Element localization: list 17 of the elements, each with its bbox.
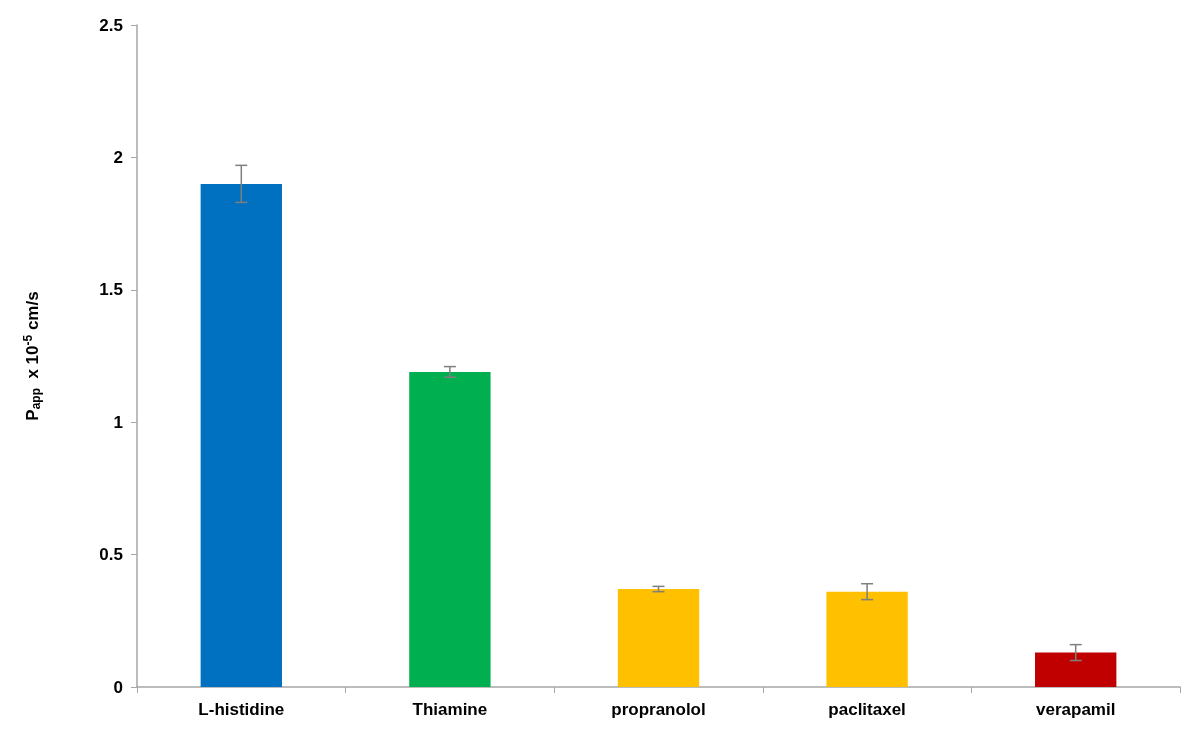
y-tick-label: 0 [113, 677, 123, 697]
bar [617, 589, 700, 687]
y-tick-label: 2 [113, 147, 123, 167]
y-tick-label: 0.5 [99, 545, 123, 565]
x-tick-label: Thiamine [412, 700, 488, 719]
y-axis-title: Papp x 10-5 cm/s [21, 291, 43, 421]
bar [409, 371, 491, 687]
bar [200, 183, 282, 687]
x-tick-label: L-histidine [198, 700, 285, 719]
y-tick-label: 1 [113, 412, 123, 432]
y-tick-label: 2.5 [99, 15, 123, 35]
bar [1035, 652, 1117, 687]
bar [826, 591, 908, 687]
x-tick-label: propranolol [611, 700, 706, 719]
y-tick-label: 1.5 [99, 280, 123, 300]
x-tick-label: paclitaxel [828, 700, 906, 719]
x-tick-label: verapamil [1036, 700, 1116, 719]
